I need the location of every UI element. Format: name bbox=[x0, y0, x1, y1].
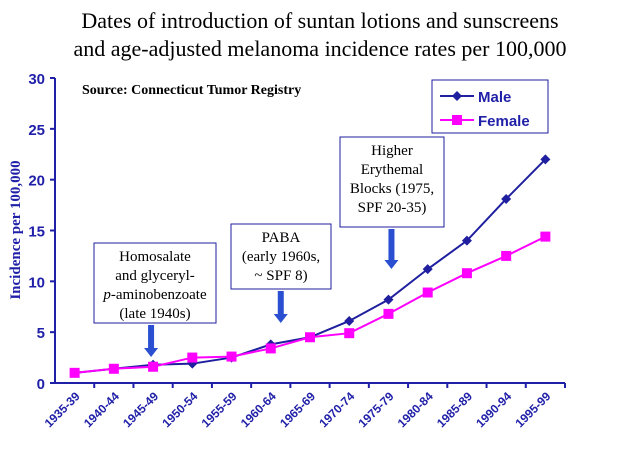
x-tick-label: 1945-49 bbox=[120, 389, 161, 430]
data-point-female bbox=[265, 343, 276, 354]
y-tick-label: 10 bbox=[28, 274, 45, 291]
y-tick-label: 5 bbox=[37, 325, 45, 342]
legend bbox=[431, 79, 549, 134]
x-tick-label: 1975-79 bbox=[356, 389, 397, 430]
y-tick-label: 20 bbox=[28, 173, 45, 190]
y-tick-label: 0 bbox=[37, 376, 45, 393]
legend-label-male: Male bbox=[478, 89, 511, 106]
x-tick-label: 1985-89 bbox=[434, 389, 475, 430]
data-point-female bbox=[226, 351, 237, 362]
x-tick-label: 1955-59 bbox=[199, 389, 240, 430]
x-tick-label: 1965-69 bbox=[277, 389, 318, 430]
annotation-box bbox=[230, 223, 332, 290]
annotation-text: (late 1940s) bbox=[119, 306, 190, 322]
annotation-text: and glyceryl- bbox=[115, 268, 195, 284]
x-tick-label: 1950-54 bbox=[159, 389, 200, 430]
chart-title-line2: and age-adjusted melanoma incidence rate… bbox=[73, 36, 567, 61]
annotation-arrow-head bbox=[273, 314, 288, 323]
chart-title-line1: Dates of introduction of suntan lotions … bbox=[81, 8, 559, 33]
data-point-female bbox=[148, 361, 159, 372]
x-tick-label: 1995-99 bbox=[512, 389, 553, 430]
x-tick-label: 1990-94 bbox=[473, 389, 514, 430]
x-tick-label: 1980-84 bbox=[395, 389, 436, 430]
y-tick-label: 15 bbox=[28, 224, 45, 241]
data-point-female bbox=[108, 363, 119, 374]
annotation-arrow-shaft bbox=[277, 291, 284, 315]
x-tick-label: 1970-74 bbox=[316, 389, 357, 430]
y-tick-label: 30 bbox=[28, 71, 45, 88]
x-tick-label: 1960-64 bbox=[238, 389, 279, 430]
annotation-box bbox=[93, 242, 217, 324]
annotation-arrow-shaft bbox=[388, 229, 395, 261]
data-point-female bbox=[187, 352, 198, 363]
annotation-text: (early 1960s, bbox=[242, 249, 320, 265]
annotation-text: p-aminobenzoate bbox=[102, 287, 207, 303]
data-point-female bbox=[383, 308, 394, 319]
data-point-male bbox=[540, 154, 551, 165]
annotation-box bbox=[339, 136, 445, 228]
y-tick-label: 25 bbox=[28, 122, 45, 139]
data-point-female bbox=[69, 367, 80, 378]
data-point-female bbox=[501, 250, 512, 261]
data-point-female bbox=[461, 268, 472, 279]
annotation-text: Erythemal bbox=[361, 162, 423, 178]
annotation-text: Higher bbox=[371, 143, 413, 159]
y-axis-label: Incidence per 100,000 bbox=[8, 160, 24, 299]
legend-label-female: Female bbox=[478, 113, 530, 130]
x-tick-label: 1935-39 bbox=[42, 389, 83, 430]
data-point-female bbox=[344, 328, 355, 339]
data-point-male bbox=[501, 193, 512, 204]
annotation-arrow-head bbox=[384, 260, 399, 269]
annotation-text: ~ SPF 8) bbox=[254, 268, 307, 284]
source-note: Source: Connecticut Tumor Registry bbox=[82, 83, 301, 98]
data-point-female bbox=[540, 231, 551, 242]
annotation-text: SPF 20-35) bbox=[358, 200, 427, 216]
annotation-arrow-shaft bbox=[148, 325, 155, 349]
annotation-arrow-head bbox=[144, 348, 159, 357]
legend-marker bbox=[452, 91, 462, 101]
data-point-female bbox=[422, 287, 433, 298]
annotation-text: Homosalate bbox=[119, 249, 191, 265]
annotation-text: Blocks (1975, bbox=[350, 181, 434, 197]
annotation-text: PABA bbox=[262, 230, 301, 246]
data-point-male bbox=[383, 294, 394, 305]
x-tick-label: 1940-44 bbox=[81, 389, 122, 430]
legend-marker bbox=[452, 115, 462, 125]
data-point-male bbox=[422, 264, 433, 275]
data-point-male bbox=[461, 235, 472, 246]
data-point-female bbox=[305, 332, 315, 343]
data-point-male bbox=[344, 315, 355, 326]
